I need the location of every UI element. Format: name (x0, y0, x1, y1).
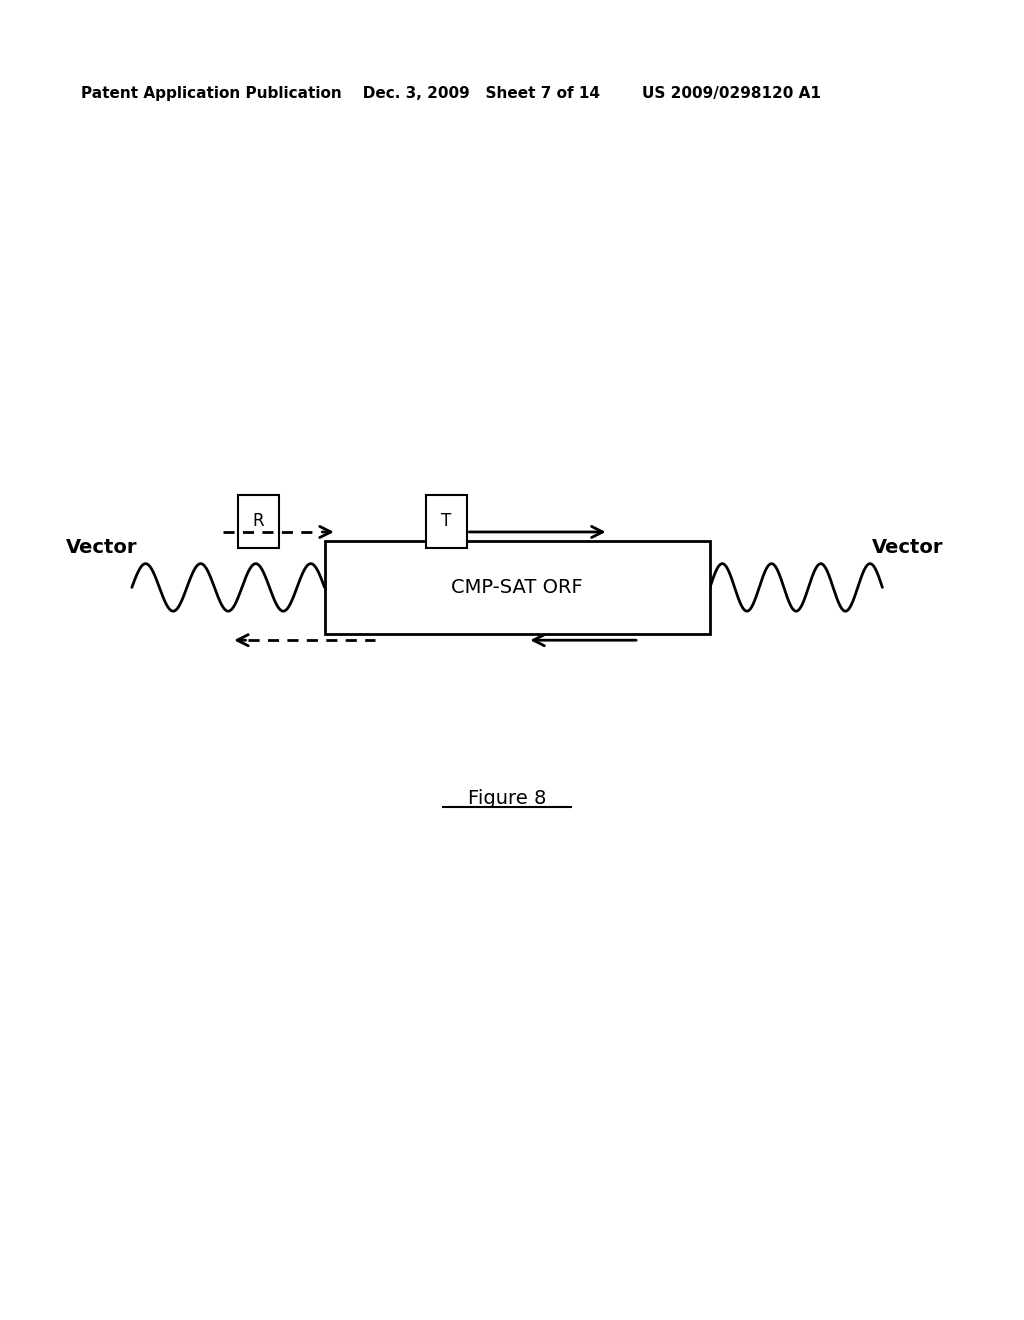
Text: Vector: Vector (872, 539, 943, 557)
FancyBboxPatch shape (239, 495, 279, 548)
Text: Patent Application Publication    Dec. 3, 2009   Sheet 7 of 14        US 2009/02: Patent Application Publication Dec. 3, 2… (81, 86, 821, 100)
FancyBboxPatch shape (426, 495, 467, 548)
Text: Figure 8: Figure 8 (468, 789, 547, 808)
Text: CMP-SAT ORF: CMP-SAT ORF (452, 578, 583, 597)
Text: Vector: Vector (66, 539, 137, 557)
Text: R: R (253, 512, 264, 531)
Text: T: T (441, 512, 452, 531)
FancyBboxPatch shape (325, 541, 710, 634)
